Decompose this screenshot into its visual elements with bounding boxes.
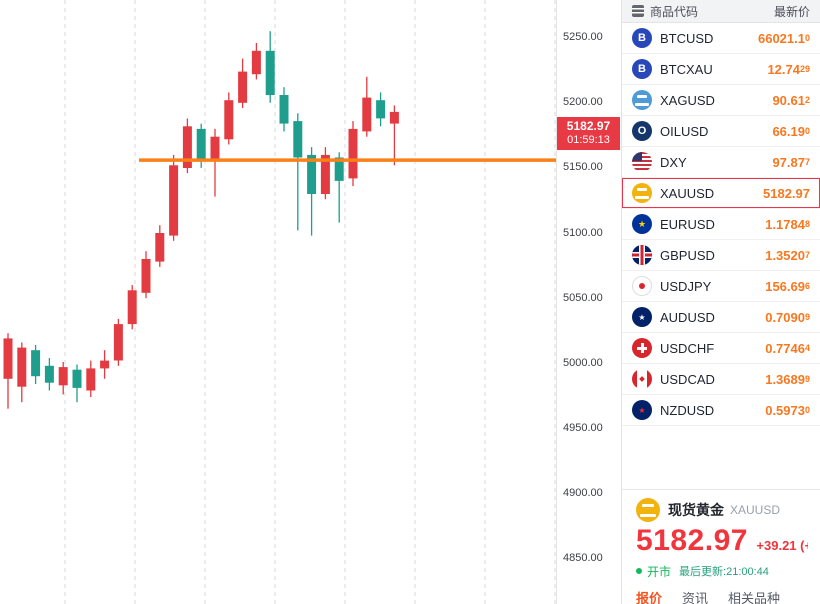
detail-price-row: 5182.97 +39.21 (+ <box>636 524 808 558</box>
price-axis-label: 5250.00 <box>563 31 603 43</box>
watchlist-row-oilusd[interactable]: O OILUSD 66.190 <box>622 116 820 147</box>
symbol-label: BTCXAU <box>660 61 713 77</box>
btcusd-icon: B <box>632 28 652 48</box>
badge-countdown: 01:59:13 <box>567 134 610 146</box>
detail-change: +39.21 (+ <box>756 538 808 553</box>
market-status-row: 开市 最后更新:21:00:44 <box>636 564 808 579</box>
usdchf-icon <box>632 338 652 358</box>
tab-quotes[interactable]: 报价 <box>636 588 662 604</box>
symbol-label: XAUUSD <box>660 185 715 201</box>
watchlist-row-btcusd[interactable]: B BTCUSD 66021.10 <box>622 23 820 54</box>
price-value: 0.77464 <box>765 340 810 356</box>
price-axis-label: 5000.00 <box>563 357 603 369</box>
price-axis-label: 5150.00 <box>563 161 603 173</box>
price-axis-label: 4950.00 <box>563 422 603 434</box>
symbol-label: OILUSD <box>660 123 709 139</box>
watchlist-row-nzdusd[interactable]: ★ NZDUSD 0.59730 <box>622 395 820 426</box>
symbol-label: USDCHF <box>660 340 715 356</box>
detail-panel: 现货黄金 XAUUSD 5182.97 +39.21 (+ 开市 最后更新:21… <box>622 489 820 604</box>
price-axis-label: 4850.00 <box>563 552 603 564</box>
price-column-header: 最新价 <box>773 4 810 19</box>
price-value: 0.59730 <box>765 402 810 418</box>
price-value: 5182.97 <box>763 185 810 201</box>
watchlist-row-dxy[interactable]: DXY 97.877 <box>622 147 820 178</box>
nzdusd-icon: ★ <box>632 400 652 420</box>
price-axis[interactable]: 5182.97 01:59:13 5250.00 5200.00 5150.00 51… <box>556 0 621 604</box>
eurusd-icon: ★ <box>632 214 652 234</box>
symbol-label: EURUSD <box>660 216 715 232</box>
instrument-name: 现货黄金 <box>668 502 724 518</box>
watchlist-panel: 商品代码 最新价 B BTCUSD 66021.10 B BTCXAU 12.7429 XA… <box>621 0 820 604</box>
symbol-label: DXY <box>660 154 687 170</box>
usdcad-icon <box>632 369 652 389</box>
price-value: 66021.10 <box>757 30 810 46</box>
symbol-label: AUDUSD <box>660 309 715 325</box>
watchlist-row-eurusd[interactable]: ★ EURUSD 1.17848 <box>622 209 820 240</box>
price-value: 156.696 <box>765 278 810 294</box>
price-axis-label: 5100.00 <box>563 227 603 239</box>
symbol-column-header: 商品代码 <box>650 4 699 19</box>
tab-related[interactable]: 相关品种 <box>728 591 781 604</box>
price-value: 0.70909 <box>765 309 810 325</box>
watchlist-header: 商品代码 最新价 <box>622 0 820 23</box>
price-value: 97.877 <box>772 154 810 170</box>
symbol-label: GBPUSD <box>660 247 715 263</box>
btcxau-icon: B <box>632 59 652 79</box>
watchlist-row-xagusd[interactable]: XAGUSD 90.612 <box>622 85 820 116</box>
tab-news[interactable]: 资讯 <box>682 591 709 604</box>
watchlist-row-gbpusd[interactable]: GBPUSD 1.35207 <box>622 240 820 271</box>
detail-header: 现货黄金 XAUUSD <box>636 498 808 522</box>
audusd-icon: ★ <box>632 307 652 327</box>
watchlist-row-usdjpy[interactable]: USDJPY 156.696 <box>622 271 820 302</box>
candlestick-chart <box>3 0 556 604</box>
price-value: 1.35207 <box>765 247 810 263</box>
chart-area[interactable] <box>0 0 556 604</box>
current-price-badge: 5182.97 01:59:13 <box>557 117 620 150</box>
watchlist-row-btcxau[interactable]: B BTCXAU 12.7429 <box>622 54 820 85</box>
price-value: 1.17848 <box>765 216 810 232</box>
watchlist-row-xauusd[interactable]: XAUUSD 5182.97 <box>622 178 820 209</box>
market-status: 开市 <box>647 564 672 579</box>
xagusd-icon <box>632 90 652 110</box>
price-axis-label: 5200.00 <box>563 96 603 108</box>
price-value: 1.36899 <box>765 371 810 387</box>
dxy-icon <box>632 152 652 172</box>
price-value: 66.190 <box>772 123 810 139</box>
symbol-label: USDJPY <box>660 278 712 294</box>
symbol-label: BTCUSD <box>660 30 714 46</box>
detail-tabs: 报价 资讯 相关品种 <box>636 588 808 604</box>
gbpusd-icon <box>632 245 652 265</box>
price-axis-label: 5050.00 <box>563 292 603 304</box>
watchlist-row-audusd[interactable]: ★ AUDUSD 0.70909 <box>622 302 820 333</box>
last-update: 最后更新:21:00:44 <box>679 566 769 578</box>
detail-price: 5182.97 <box>636 524 748 557</box>
list-icon <box>632 5 644 17</box>
xauusd-icon <box>632 183 652 203</box>
watchlist-rows: B BTCUSD 66021.10 B BTCXAU 12.7429 XAGUSD 90.61… <box>622 23 820 426</box>
watchlist-row-usdcad[interactable]: USDCAD 1.36899 <box>622 364 820 395</box>
watchlist-row-usdchf[interactable]: USDCHF 0.77464 <box>622 333 820 364</box>
symbol-label: USDCAD <box>660 371 715 387</box>
instrument-symbol: XAUUSD <box>730 503 781 517</box>
badge-price: 5182.97 <box>566 119 611 133</box>
gold-icon <box>636 498 660 522</box>
symbol-label: XAGUSD <box>660 92 715 108</box>
oilusd-icon: O <box>632 121 652 141</box>
symbol-label: NZDUSD <box>660 402 715 418</box>
usdjpy-icon <box>632 276 652 296</box>
price-axis-label: 4900.00 <box>563 487 603 499</box>
price-value: 90.612 <box>772 92 810 108</box>
price-value: 12.7429 <box>767 61 810 77</box>
market-open-dot <box>636 568 642 574</box>
